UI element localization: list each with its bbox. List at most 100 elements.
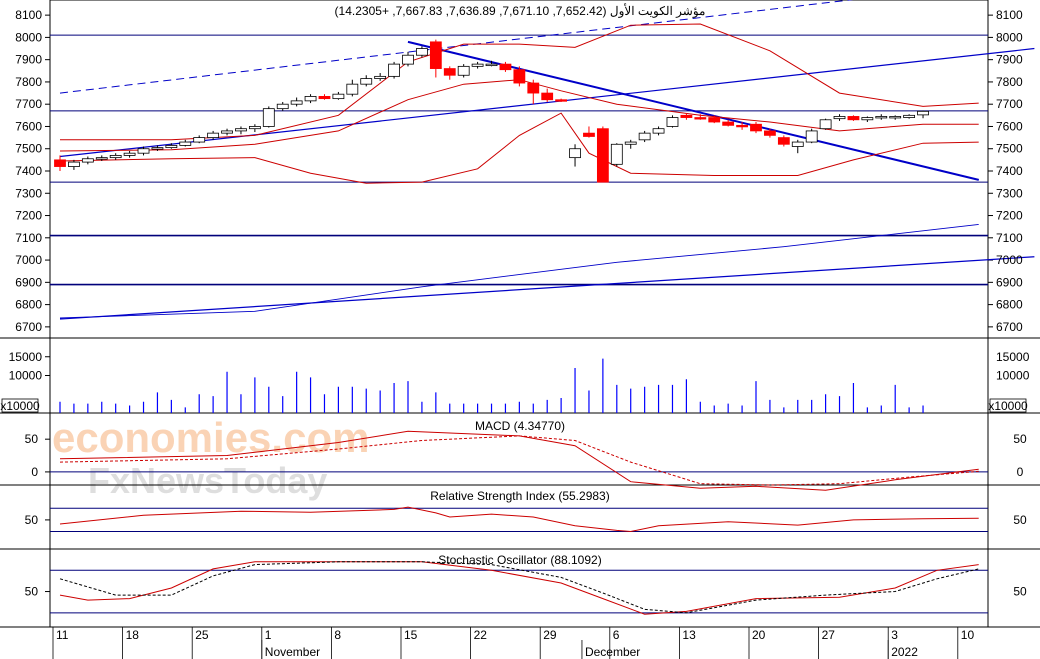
candle: [221, 128, 233, 136]
candle: [318, 94, 331, 100]
bollinger-lower: [59, 112, 979, 184]
price-tick-label-left: 6700: [15, 320, 42, 334]
price-tick-label-right: 8000: [996, 30, 1023, 44]
candle: [402, 51, 414, 67]
candle-body: [541, 92, 554, 101]
price-tick-label-left: 8100: [15, 8, 42, 22]
price-tick-label-left: 7300: [15, 186, 42, 200]
candle-body: [402, 54, 414, 65]
price-tick-label-right: 6800: [996, 298, 1023, 312]
candle: [68, 159, 80, 170]
indicator-series-line: [59, 561, 979, 614]
candle-body: [652, 128, 665, 134]
candle: [248, 124, 261, 133]
candle-body: [624, 141, 637, 145]
candle-body: [179, 141, 192, 146]
candle-body: [221, 130, 233, 134]
marks-layer: [54, 0, 1035, 615]
candle: [819, 118, 832, 130]
price-tick-label-right: 7300: [996, 186, 1023, 200]
candle-body: [332, 93, 345, 100]
x-day-label: 29: [543, 628, 557, 642]
candle: [583, 126, 595, 138]
volume-tick-label-right: 15000: [996, 350, 1030, 364]
candle-body: [666, 117, 679, 127]
candle-body: [513, 69, 526, 84]
volume-tick-label-left: 10000: [9, 369, 43, 383]
candle-body: [805, 130, 818, 143]
price-tick-label-left: 6900: [15, 275, 42, 289]
candle-body: [861, 117, 874, 121]
candle-body: [235, 128, 247, 132]
x-day-label: 3: [891, 628, 898, 642]
candle-body: [736, 124, 748, 128]
candle: [596, 126, 609, 183]
indicator-series-line: [59, 506, 979, 533]
candle-body: [750, 123, 762, 132]
candle: [708, 115, 721, 124]
x-day-label: 8: [334, 628, 341, 642]
candle-body: [847, 116, 860, 121]
candle: [875, 114, 888, 120]
candle-body: [81, 158, 94, 163]
candle-body: [318, 96, 331, 100]
candle-body: [429, 41, 442, 69]
price-tick-label-right: 7800: [996, 75, 1023, 89]
candle-body: [151, 147, 164, 150]
price-tick-label-right: 6700: [996, 320, 1023, 334]
bollinger-middle: [59, 79, 979, 152]
candle: [666, 115, 679, 128]
price-tick-label-left: 7900: [15, 53, 42, 67]
price-tick-label-left: 8000: [15, 30, 42, 44]
candle: [443, 66, 456, 80]
candle: [638, 130, 651, 143]
candle: [917, 110, 929, 119]
indicator-series-line: [59, 435, 979, 486]
candle-body: [290, 100, 303, 105]
candle-body: [346, 83, 359, 95]
macd-panel-title: MACD (4.34770): [475, 419, 565, 433]
price-tick-label-left: 7400: [15, 164, 42, 178]
candle: [471, 61, 484, 69]
indicator-series-line: [59, 561, 979, 615]
candle: [388, 61, 400, 79]
indicator-tick-label-right: 50: [1013, 513, 1027, 527]
candle-body: [304, 96, 317, 102]
candle: [95, 155, 108, 161]
x-day-label: 13: [682, 628, 696, 642]
price-tick-label-right: 7700: [996, 97, 1023, 111]
candle: [889, 115, 902, 120]
candle-body: [819, 119, 832, 130]
candle: [652, 126, 665, 136]
candle: [137, 146, 150, 156]
candle: [499, 61, 512, 72]
candle: [805, 128, 818, 144]
candle-body: [137, 148, 150, 154]
watermark-line1: economies.com: [52, 414, 369, 461]
price-tick-label-right: 7100: [996, 231, 1023, 245]
stochastic-panel-title: Stochastic Oscillator (88.1092): [438, 553, 601, 567]
candle-body: [457, 65, 470, 76]
candle-body: [875, 116, 888, 119]
indicator-tick-label-left: 0: [31, 465, 38, 479]
candle-body: [207, 132, 220, 139]
candle-body: [694, 117, 707, 120]
price-tick-label-right: 7000: [996, 253, 1023, 267]
volume-multiplier-right: x10000: [988, 399, 1028, 413]
watermark: economies.com FxNewsToday: [52, 414, 369, 501]
candle-body: [388, 63, 400, 77]
candle-body: [54, 159, 66, 167]
candle: [332, 91, 345, 100]
indicator-series-line: [59, 430, 979, 491]
candle-body: [360, 78, 373, 85]
candle: [694, 114, 707, 120]
candle: [750, 122, 762, 134]
price-tick-label-right: 8100: [996, 8, 1023, 22]
candle: [791, 139, 804, 154]
price-tick-label-left: 7700: [15, 97, 42, 111]
candle: [610, 143, 623, 167]
indicator-tick-label-left: 50: [25, 513, 39, 527]
candle: [193, 135, 206, 144]
